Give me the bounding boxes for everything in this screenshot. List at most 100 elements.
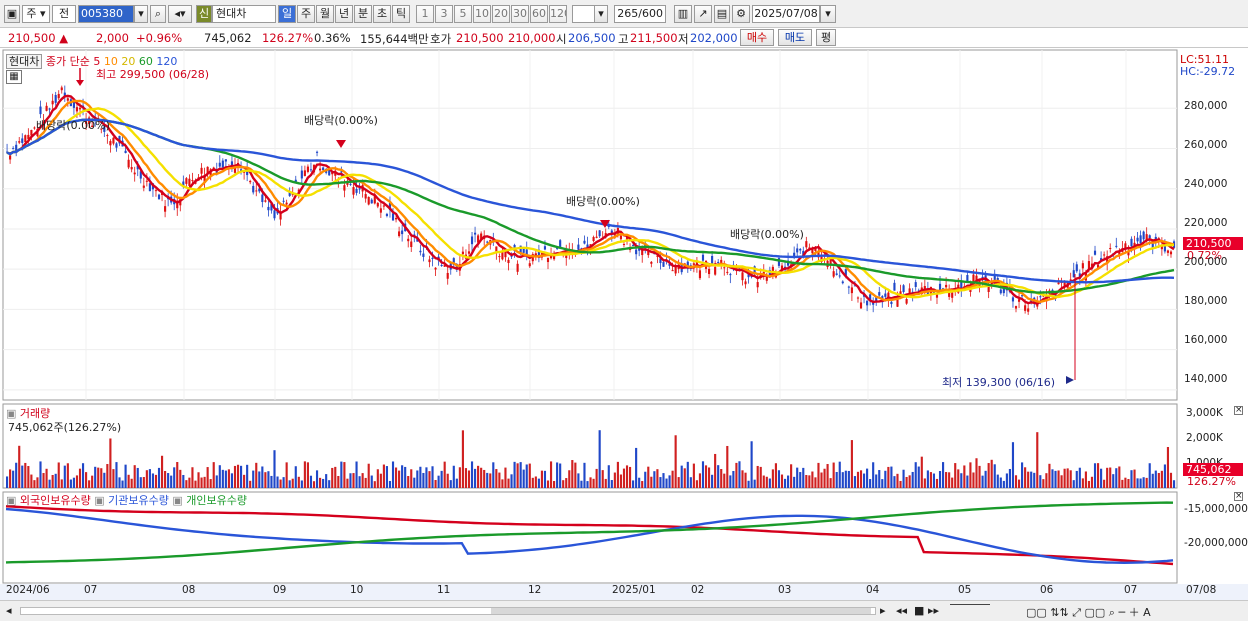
- period-button-5[interactable]: 초: [373, 5, 391, 23]
- volume-bar: [160, 455, 164, 488]
- volume-bar: [890, 466, 893, 488]
- chart-canvas[interactable]: [0, 48, 1248, 600]
- market-select-label: 주: [26, 7, 37, 20]
- candle: [115, 143, 118, 148]
- volume-bar: [480, 467, 483, 488]
- period-button-0[interactable]: 일: [278, 5, 296, 23]
- stop-icon[interactable]: ■: [914, 604, 925, 617]
- interval-button-5[interactable]: 5: [454, 5, 472, 23]
- candle: [133, 172, 136, 175]
- volume-bar: [173, 467, 176, 488]
- stock-code-input[interactable]: 005380: [78, 5, 134, 23]
- period-button-4[interactable]: 분: [354, 5, 372, 23]
- interval-button-120[interactable]: 120: [549, 5, 567, 23]
- gear-icon[interactable]: ⚙: [732, 5, 750, 23]
- zoom-slider[interactable]: [950, 604, 990, 605]
- stock-label[interactable]: 현대차: [6, 54, 43, 69]
- candle: [580, 248, 583, 250]
- period-button-6[interactable]: 틱: [392, 5, 410, 23]
- volume-bar: [1036, 432, 1039, 488]
- volume-panel-close-icon[interactable]: ×: [1234, 405, 1243, 415]
- panel-menu-icon-3[interactable]: ▣: [94, 494, 105, 507]
- candle: [261, 194, 264, 203]
- volume-bar: [632, 480, 635, 488]
- candle: [100, 128, 103, 130]
- candle: [884, 293, 887, 297]
- period-button-2[interactable]: 월: [316, 5, 334, 23]
- interval-button-10[interactable]: 10: [473, 5, 491, 23]
- price-tick-6: 160,000: [1184, 334, 1228, 346]
- candle: [48, 108, 51, 110]
- sell-button[interactable]: 매도: [778, 29, 812, 46]
- volume-bar: [319, 477, 322, 488]
- market-select[interactable]: 주 ▾: [22, 5, 50, 23]
- interval-button-60[interactable]: 60: [530, 5, 548, 23]
- interval-button-20[interactable]: 20: [492, 5, 510, 23]
- candle: [711, 255, 714, 265]
- volume-bar: [628, 466, 632, 488]
- candle: [154, 190, 158, 192]
- sound-icon[interactable]: ◂▾: [168, 5, 192, 23]
- candle: [306, 166, 309, 172]
- holdings-panel-close-icon[interactable]: ×: [1234, 491, 1243, 501]
- date-tick-7: 2025/01: [612, 584, 656, 596]
- panel-menu-icon[interactable]: ▣: [6, 407, 17, 420]
- volume-bar: [142, 477, 145, 488]
- volume-bar: [115, 462, 118, 488]
- chart-type-icon[interactable]: ▥: [674, 5, 692, 23]
- volume-bar: [352, 473, 355, 488]
- date-tick-3: 09: [273, 584, 287, 596]
- buy-button[interactable]: 매수: [740, 29, 774, 46]
- candle: [85, 119, 88, 124]
- draw-tool-icon[interactable]: ↗: [694, 5, 712, 23]
- volume-bar: [1054, 470, 1057, 488]
- search-icon[interactable]: ⌕: [150, 5, 166, 23]
- stock-name-field[interactable]: 현대차: [212, 5, 276, 23]
- interval-button-30[interactable]: 30: [511, 5, 529, 23]
- panel-menu-icon-2[interactable]: ▣: [6, 494, 17, 507]
- volume-bar: [81, 463, 85, 488]
- grid-toggle-icon[interactable]: ▦: [6, 70, 22, 84]
- window-menu-icon[interactable]: ▣: [4, 5, 20, 23]
- interval-button-3[interactable]: 3: [435, 5, 453, 23]
- volume-bar: [94, 466, 97, 488]
- volume-bar: [474, 468, 477, 488]
- interval-button-1[interactable]: 1: [416, 5, 434, 23]
- scroll-left-icon[interactable]: ◂: [6, 604, 12, 617]
- candle: [6, 151, 9, 153]
- candle: [1057, 282, 1060, 285]
- rewind-icon[interactable]: ◂◂: [896, 604, 908, 617]
- scroll-right-icon[interactable]: ▸: [880, 604, 886, 617]
- period-button-3[interactable]: 년: [335, 5, 353, 23]
- interval-dropdown-icon[interactable]: ▾: [594, 5, 608, 23]
- volume-bar: [12, 470, 15, 488]
- toolbar-icons[interactable]: ▢▢ ⇅⇅ ⤢ ▢▢ ⌕ ─ ＋ A: [1026, 606, 1151, 619]
- eval-button[interactable]: 평: [816, 29, 836, 46]
- candle: [951, 292, 954, 298]
- volume-bar: [938, 470, 942, 488]
- date-input[interactable]: 2025/07/08: [752, 5, 820, 23]
- volume-bar: [188, 477, 191, 488]
- candle: [1127, 250, 1130, 256]
- scroll-track[interactable]: [20, 607, 876, 615]
- candle: [625, 236, 629, 240]
- volume-panel-header: ▣ 거래량: [6, 405, 50, 421]
- date-tick-4: 10: [350, 584, 364, 596]
- scope-select[interactable]: 전: [52, 5, 76, 23]
- candle: [553, 255, 556, 260]
- date-tick-0: 2024/06: [6, 584, 50, 596]
- volume-bar: [1048, 463, 1051, 488]
- volume-bar: [379, 473, 382, 488]
- calendar-dropdown-icon[interactable]: ▾: [820, 5, 836, 23]
- scroll-thumb[interactable]: [491, 608, 871, 614]
- candle: [340, 171, 343, 173]
- period-button-1[interactable]: 주: [297, 5, 315, 23]
- code-dropdown-icon[interactable]: ▾: [134, 5, 148, 23]
- candle: [717, 261, 720, 263]
- scroll-bar[interactable]: ◂ ▸ ◂◂ ■ ▸▸ ▢▢ ⇅⇅ ⤢ ▢▢ ⌕ ─ ＋ A: [0, 600, 1248, 621]
- ma-legend-60: 60: [135, 55, 153, 68]
- save-icon[interactable]: ▤: [714, 5, 730, 23]
- panel-menu-icon-4[interactable]: ▣: [172, 494, 183, 507]
- count-field[interactable]: 265/600: [614, 5, 666, 23]
- fast-forward-icon[interactable]: ▸▸: [928, 604, 940, 617]
